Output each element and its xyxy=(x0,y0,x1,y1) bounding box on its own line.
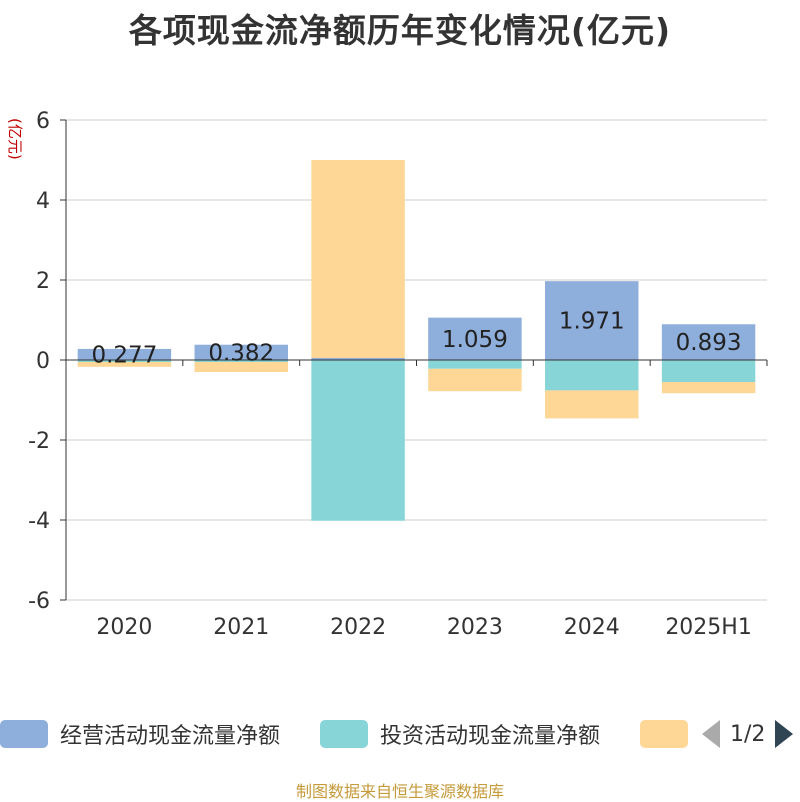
x-tick-label: 2022 xyxy=(330,615,386,640)
legend-swatch xyxy=(320,720,368,748)
legend-pager: 1/2 xyxy=(700,714,800,754)
bar-series-1-2020[interactable] xyxy=(77,360,172,362)
bar-series-2-2020[interactable] xyxy=(77,362,172,367)
legend-item-0[interactable]: 经营活动现金流量净额 xyxy=(0,714,280,754)
bar-value-label: 1.971 xyxy=(559,309,625,335)
pager-next-icon[interactable] xyxy=(775,720,794,748)
bar-series-2-2024[interactable] xyxy=(545,390,639,419)
bar-series-0-2024[interactable] xyxy=(545,281,639,360)
bar-series-2-2022[interactable] xyxy=(311,160,405,358)
legend-swatch xyxy=(640,720,688,748)
y-tick-label: 4 xyxy=(36,189,50,214)
bar-series-0-2020[interactable] xyxy=(77,348,172,360)
bar-value-label: 0.277 xyxy=(91,342,157,368)
x-tick-label: 2020 xyxy=(96,615,152,640)
pager-page-indicator: 1/2 xyxy=(730,721,766,747)
pager-prev-icon[interactable] xyxy=(702,720,720,748)
bar-series-0-2022[interactable] xyxy=(311,358,405,360)
y-tick-label: 6 xyxy=(36,109,50,134)
bar-series-1-2024[interactable] xyxy=(545,360,639,391)
chart-title: 各项现金流净额历年变化情况(亿元) xyxy=(128,11,672,50)
legend-item-2[interactable] xyxy=(640,714,688,754)
y-tick-label: -4 xyxy=(28,509,50,534)
bar-series-1-2023[interactable] xyxy=(428,360,522,369)
bar-series-2-2025H1[interactable] xyxy=(661,382,756,394)
bar-series-1-2022[interactable] xyxy=(311,360,405,521)
bar-series-2-2021[interactable] xyxy=(194,362,288,372)
stacked-bar-chart: 6 4 2 0 -2 -4 -6 2020 2021 2022 2023 2024 2025H1 0.2… xyxy=(28,109,768,640)
x-tick-label: 2024 xyxy=(564,615,620,640)
bar-series-0-2025H1[interactable] xyxy=(661,324,756,360)
y-tick-label: 0 xyxy=(36,349,50,374)
bar-value-label: 0.893 xyxy=(676,330,742,356)
legend-item-1[interactable]: 投资活动现金流量净额 xyxy=(320,714,600,754)
bar-series-0-2021[interactable] xyxy=(194,344,288,360)
bar-series-1-2021[interactable] xyxy=(194,360,288,362)
x-tick-label: 2025H1 xyxy=(665,615,752,640)
legend-swatch xyxy=(0,720,48,748)
legend-label: 投资活动现金流量净额 xyxy=(380,724,601,749)
bar-series-0-2023[interactable] xyxy=(428,317,522,360)
bar-value-label: 0.382 xyxy=(208,340,274,366)
data-source-note: 制图数据来自恒生聚源数据库 xyxy=(295,782,504,801)
y-tick-label: 2 xyxy=(36,269,50,294)
legend: 经营活动现金流量净额 投资活动现金流量净额 xyxy=(0,714,800,754)
legend-label: 经营活动现金流量净额 xyxy=(60,724,281,749)
y-tick-label: -6 xyxy=(28,589,50,614)
y-tick-label: -2 xyxy=(28,429,50,454)
bar-value-label: 1.059 xyxy=(442,327,508,353)
x-tick-label: 2023 xyxy=(447,615,503,640)
bar-series-1-2025H1[interactable] xyxy=(661,360,756,382)
bar-series-2-2023[interactable] xyxy=(428,368,522,392)
x-tick-label: 2021 xyxy=(213,615,269,640)
